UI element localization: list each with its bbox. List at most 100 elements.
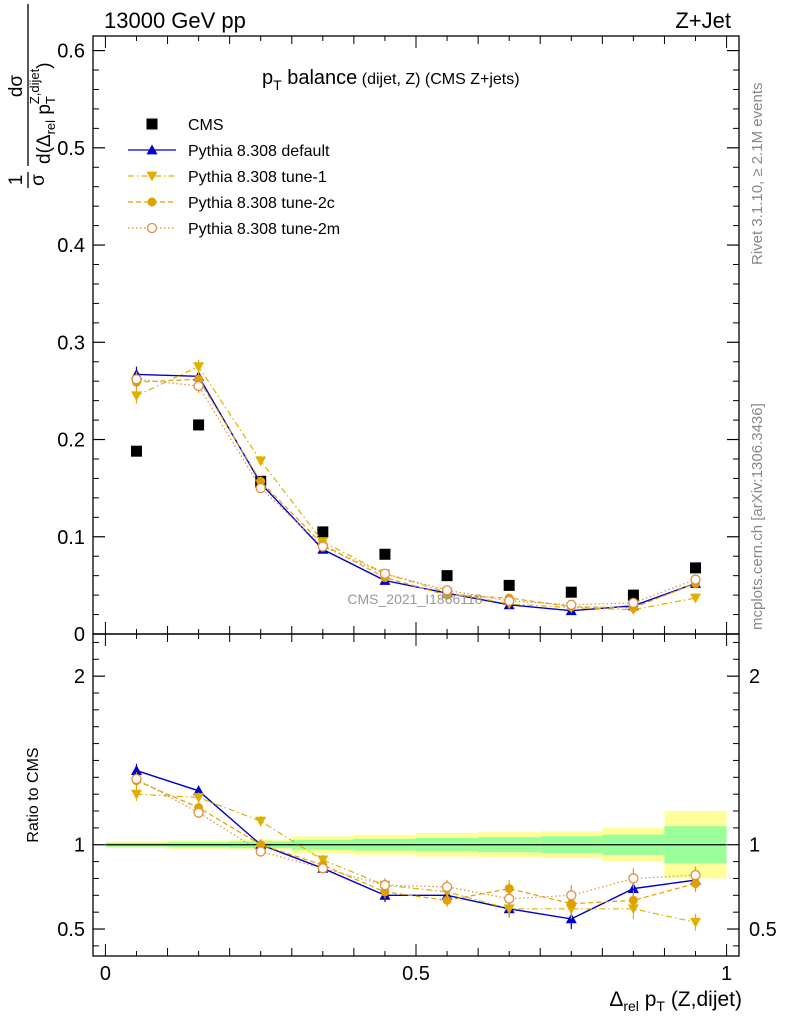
main-series-4-point bbox=[504, 595, 515, 607]
ratio-series-3-point bbox=[690, 869, 701, 881]
ylabel-den-sub: rel bbox=[43, 120, 58, 135]
xlabel-rest: (Z,dijet) bbox=[665, 988, 742, 1011]
ratio-series-3-point bbox=[504, 893, 515, 904]
ratio-ytick-label: 2 bbox=[74, 666, 85, 688]
ratio-series-2-point bbox=[504, 884, 514, 894]
main-title: pT balance (dijet, Z) (CMS Z+jets) bbox=[262, 67, 520, 93]
ylabel-den-sup: Z,dijet bbox=[27, 68, 42, 104]
legend-item-2: Pythia 8.308 tune-1 bbox=[128, 169, 327, 186]
legend-swatch-marker bbox=[146, 171, 158, 182]
ratio-x-axis: 0 0.5 1 bbox=[100, 634, 732, 985]
ratio-ytick-label-right: 0.5 bbox=[749, 919, 777, 941]
ylabel-den-p: p bbox=[34, 104, 55, 120]
ylabel-num: dσ bbox=[6, 75, 27, 98]
legend-label: Pythia 8.308 tune-2m bbox=[188, 221, 340, 238]
ratio-series-1-line bbox=[136, 793, 696, 923]
main-series-2-point bbox=[255, 456, 267, 467]
ratio-ylabel: Ratio to CMS bbox=[25, 747, 42, 842]
legend-item-0: CMS bbox=[146, 117, 224, 134]
ratio-xtick-label: 0.5 bbox=[402, 963, 430, 985]
main-series-4 bbox=[131, 371, 701, 610]
legend-label: Pythia 8.308 default bbox=[188, 143, 330, 160]
main-series-4-point bbox=[317, 541, 328, 552]
title-small: (dijet, Z) bbox=[357, 71, 420, 88]
main-series-2 bbox=[130, 359, 702, 616]
main-panel: 00.10.20.30.40.50.6 pT balance (dijet, Z… bbox=[6, 4, 740, 646]
ratio-xtick-label: 0 bbox=[100, 963, 111, 985]
mcplots-side-label: mcplots.cern.ch [arXiv:1306.3436] bbox=[749, 403, 766, 630]
legend: CMS Pythia 8.308 default Pythia 8.308 tune… bbox=[128, 117, 340, 238]
ratio-series-1-point bbox=[130, 789, 142, 800]
title-balance: balance bbox=[282, 67, 358, 89]
ratio-y-axis: 0.5 0.5 1 1 2 2 bbox=[57, 641, 777, 947]
main-series-4-point bbox=[628, 597, 639, 609]
ratio-series-3-point bbox=[566, 890, 577, 901]
ylabel-one: 1 bbox=[6, 175, 27, 186]
main-series-0-point bbox=[193, 419, 205, 431]
xlabel-p: p bbox=[639, 988, 657, 1011]
main-series-0-point bbox=[565, 586, 577, 598]
main-series-0-point bbox=[690, 562, 702, 574]
main-ytick-label: 0.5 bbox=[57, 138, 85, 160]
ratio-series-3-point bbox=[379, 880, 391, 891]
main-ytick-label: 0.2 bbox=[57, 430, 85, 452]
xlabel-psub: T bbox=[656, 998, 665, 1014]
main-series-1 bbox=[130, 366, 702, 616]
ylabel-den-d: d(Δ bbox=[34, 134, 55, 164]
ratio-ytick-label: 1 bbox=[74, 835, 85, 857]
main-ytick-label: 0.6 bbox=[57, 41, 85, 63]
ratio-frame bbox=[92, 633, 740, 957]
ratio-series-2-line bbox=[136, 780, 696, 905]
xlabel-delta: Δ bbox=[609, 988, 623, 1011]
ratio-series-3-point bbox=[131, 773, 142, 785]
main-series-0-point bbox=[130, 445, 142, 457]
main-series-4-point bbox=[193, 380, 204, 392]
ratio-series-3-point bbox=[193, 807, 204, 818]
ratio-series-2-point bbox=[442, 895, 452, 905]
ratio-series-3-point bbox=[441, 881, 453, 893]
header-right: Z+Jet bbox=[675, 8, 731, 33]
ylabel-den-close: ) bbox=[34, 62, 55, 68]
ratio-series-2-point bbox=[628, 895, 638, 905]
main-series-0-point bbox=[441, 570, 453, 582]
xlabel-sub: rel bbox=[623, 998, 639, 1014]
ratio-series-3-point bbox=[628, 873, 639, 884]
ratio-series-3-line bbox=[136, 778, 696, 900]
ratio-series-3-point bbox=[255, 846, 266, 857]
ratio-series-0-point bbox=[193, 785, 205, 796]
ratio-series-0-point bbox=[130, 765, 142, 775]
main-series-2-point bbox=[130, 391, 142, 402]
main-series-2-line bbox=[136, 365, 696, 611]
ratio-ytick-label-right: 2 bbox=[749, 666, 760, 688]
analysis-watermark: CMS_2021_I1866118 bbox=[347, 591, 482, 607]
ratio-series-1-point bbox=[503, 904, 515, 915]
main-series-4-point bbox=[690, 574, 701, 585]
ratio-xlabel: Δrel pT (Z,dijet) bbox=[609, 988, 742, 1014]
main-series-0-point bbox=[379, 548, 391, 560]
ylabel-den: d(Δrel pTZ,dijet) bbox=[27, 62, 58, 164]
main-series-0-point bbox=[627, 589, 639, 601]
rivet-side-label: Rivet 3.1.10, ≥ 2.1M events bbox=[749, 83, 766, 266]
main-series-0-point bbox=[503, 579, 515, 591]
main-ylabel: 1 σ dσ d(Δrel pTZ,dijet) bbox=[6, 4, 58, 188]
ratio-series-1-point bbox=[690, 917, 702, 928]
ratio-panel: 0.5 0.5 1 1 2 2 0 0.5 1 Ratio to CMS Δrel pT (Z… bbox=[25, 633, 777, 1014]
main-series-4-point bbox=[441, 585, 453, 596]
ratio-ytick-label: 0.5 bbox=[57, 919, 85, 941]
legend-item-4: Pythia 8.308 tune-2m bbox=[128, 221, 340, 238]
ratio-plot-area bbox=[105, 763, 727, 931]
main-ytick-label: 0 bbox=[74, 624, 85, 646]
title-tail: (CMS Z+jets) bbox=[420, 71, 519, 88]
main-series-4-point bbox=[379, 568, 391, 579]
ratio-xtick-label: 1 bbox=[721, 963, 732, 985]
legend-swatch-marker bbox=[147, 197, 157, 207]
main-series-4-point bbox=[131, 374, 142, 385]
legend-swatch-marker bbox=[146, 144, 158, 155]
main-plot-area bbox=[130, 359, 702, 616]
main-series-0 bbox=[130, 419, 702, 601]
ratio-series-1-point bbox=[193, 793, 205, 804]
legend-swatch-marker bbox=[146, 118, 158, 130]
main-y-axis: 0 0.1 0.2 0.3 0.4 0.5 0.6 bbox=[57, 36, 739, 646]
main-ytick-label: 0.1 bbox=[57, 527, 85, 549]
